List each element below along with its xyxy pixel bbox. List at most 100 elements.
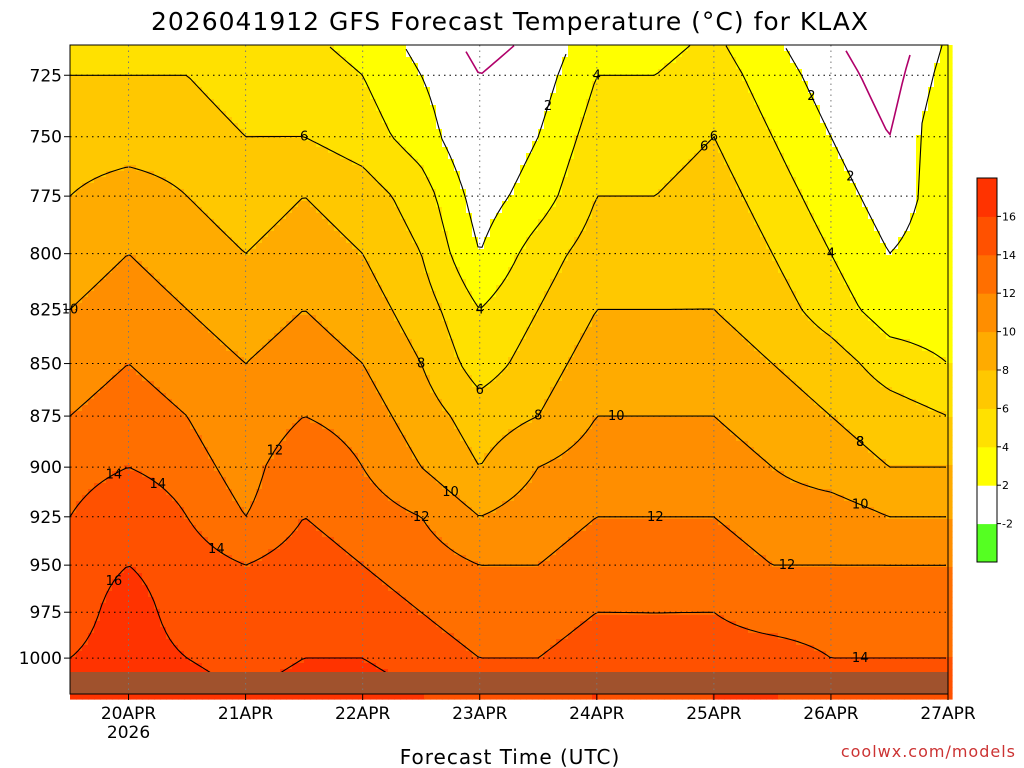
temperature-cell (466, 237, 473, 244)
temperature-cell (664, 213, 671, 220)
temperature-cell (676, 57, 683, 64)
temperature-cell (658, 63, 665, 70)
temperature-cell (652, 87, 659, 94)
temperature-cell (550, 63, 557, 70)
temperature-cell (460, 63, 467, 70)
temperature-cell (802, 63, 809, 70)
temperature-cell (808, 171, 815, 178)
temperature-cell (340, 141, 347, 148)
temperature-cell (568, 111, 575, 118)
temperature-cell (448, 117, 455, 124)
temperature-cell (286, 57, 293, 64)
temperature-cell (196, 141, 203, 148)
temperature-cell (460, 129, 467, 136)
temperature-cell (106, 117, 113, 124)
temperature-cell (772, 117, 779, 124)
temperature-cell (928, 93, 935, 100)
temperature-cell (760, 225, 767, 232)
temperature-cell (358, 45, 365, 52)
temperature-cell (304, 69, 311, 76)
temperature-cell (598, 75, 605, 82)
temperature-cell (688, 123, 695, 130)
temperature-cell (592, 165, 599, 172)
temperature-cell (370, 75, 377, 82)
temperature-cell (586, 105, 593, 112)
temperature-cell (340, 129, 347, 136)
temperature-cell (784, 195, 791, 202)
temperature-cell (850, 51, 857, 58)
temperature-cell (304, 219, 311, 226)
temperature-cell (850, 105, 857, 112)
temperature-cell (874, 105, 881, 112)
temperature-cell (916, 231, 923, 238)
temperature-cell (310, 63, 317, 70)
temperature-cell (226, 189, 233, 196)
temperature-cell (724, 93, 731, 100)
temperature-cell (676, 189, 683, 196)
temperature-cell (376, 141, 383, 148)
temperature-cell (898, 45, 905, 52)
temperature-cell (910, 81, 917, 88)
temperature-cell (262, 99, 269, 106)
temperature-cell (178, 69, 185, 76)
temperature-cell (172, 153, 179, 160)
temperature-cell (724, 195, 731, 202)
temperature-cell (100, 147, 107, 154)
temperature-cell (766, 159, 773, 166)
temperature-cell (268, 207, 275, 214)
temperature-cell (334, 153, 341, 160)
temperature-cell (652, 171, 659, 178)
temperature-cell (496, 63, 503, 70)
temperature-cell (634, 135, 641, 142)
temperature-cell (286, 171, 293, 178)
temperature-cell (802, 87, 809, 94)
temperature-cell (520, 171, 527, 178)
temperature-cell (172, 111, 179, 118)
temperature-cell (310, 183, 317, 190)
temperature-cell (820, 207, 827, 214)
temperature-cell (544, 135, 551, 142)
temperature-cell (430, 63, 437, 70)
temperature-cell (316, 63, 323, 70)
temperature-cell (886, 69, 893, 76)
temperature-cell (904, 81, 911, 88)
temperature-cell (946, 63, 953, 70)
temperature-cell (484, 75, 491, 82)
temperature-cell (898, 171, 905, 178)
temperature-cell (88, 69, 95, 76)
temperature-cell (886, 147, 893, 154)
temperature-cell (406, 117, 413, 124)
temperature-cell (358, 147, 365, 154)
temperature-cell (928, 135, 935, 142)
temperature-cell (550, 105, 557, 112)
temperature-cell (610, 63, 617, 70)
temperature-cell (232, 129, 239, 136)
temperature-cell (436, 99, 443, 106)
temperature-cell (370, 183, 377, 190)
temperature-cell (568, 81, 575, 88)
temperature-cell (748, 177, 755, 184)
temperature-cell (514, 141, 521, 148)
temperature-cell (280, 177, 287, 184)
temperature-cell (208, 75, 215, 82)
temperature-cell (154, 135, 161, 142)
temperature-cell (802, 69, 809, 76)
temperature-cell (604, 135, 611, 142)
temperature-cell (694, 75, 701, 82)
temperature-cell (382, 87, 389, 94)
temperature-cell (874, 147, 881, 154)
temperature-cell (94, 123, 101, 130)
temperature-cell (208, 147, 215, 154)
temperature-cell (394, 237, 401, 244)
temperature-cell (640, 201, 647, 208)
temperature-cell (652, 93, 659, 100)
temperature-fill (70, 45, 953, 700)
temperature-cell (856, 189, 863, 196)
temperature-cell (682, 159, 689, 166)
temperature-cell (154, 129, 161, 136)
temperature-cell (748, 123, 755, 130)
temperature-cell (934, 105, 941, 112)
temperature-cell (886, 111, 893, 118)
temperature-cell (682, 123, 689, 130)
temperature-cell (760, 171, 767, 178)
